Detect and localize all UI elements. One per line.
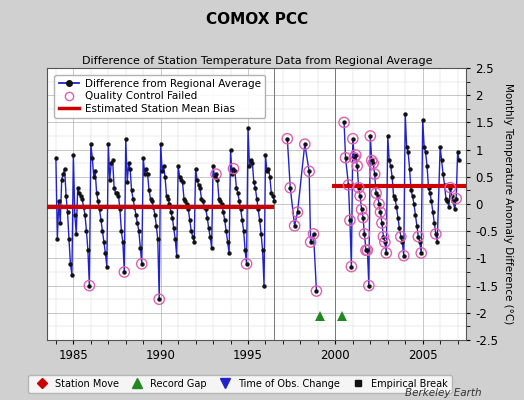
Point xyxy=(350,154,358,161)
Point xyxy=(347,263,356,270)
Text: Berkeley Earth: Berkeley Earth xyxy=(406,388,482,398)
Legend: Station Move, Record Gap, Time of Obs. Change, Empirical Break: Station Move, Record Gap, Time of Obs. C… xyxy=(28,375,452,392)
Title: Difference of Station Temperature Data from Regional Average: Difference of Station Temperature Data f… xyxy=(82,56,432,66)
Point xyxy=(414,234,422,240)
Point xyxy=(365,282,373,289)
Point xyxy=(361,231,369,237)
Point xyxy=(120,269,128,275)
Point xyxy=(432,231,440,237)
Text: COMOX PCC: COMOX PCC xyxy=(206,12,308,27)
Point xyxy=(375,201,383,207)
Y-axis label: Monthly Temperature Anomaly Difference (°C): Monthly Temperature Anomaly Difference (… xyxy=(503,83,512,325)
Point xyxy=(452,195,461,202)
Point xyxy=(290,222,299,229)
Point xyxy=(417,250,425,256)
Point xyxy=(85,282,94,289)
Point xyxy=(359,214,367,221)
Point xyxy=(446,184,454,191)
Point xyxy=(312,288,321,294)
Point xyxy=(155,296,163,302)
Point xyxy=(366,133,375,139)
Point xyxy=(352,152,360,158)
Point xyxy=(309,231,318,237)
Point xyxy=(230,166,238,172)
Point xyxy=(367,157,376,164)
Point xyxy=(356,193,364,199)
Point xyxy=(363,247,372,254)
Point xyxy=(372,190,380,196)
Point xyxy=(348,136,357,142)
Point xyxy=(212,171,220,177)
Point xyxy=(378,220,386,226)
Point xyxy=(346,217,354,224)
Point xyxy=(293,209,302,215)
Point xyxy=(380,239,389,245)
Point xyxy=(397,234,405,240)
Point xyxy=(243,261,251,267)
Point xyxy=(382,250,390,256)
Point xyxy=(369,160,377,166)
Point xyxy=(301,141,309,147)
Point xyxy=(400,252,408,259)
Point xyxy=(286,184,294,191)
Point xyxy=(283,136,291,142)
Point xyxy=(357,206,366,213)
Point xyxy=(138,261,146,267)
Point xyxy=(353,163,362,169)
Point xyxy=(344,182,353,188)
Point xyxy=(379,234,388,240)
Point xyxy=(340,119,348,126)
Point xyxy=(370,171,379,177)
Point xyxy=(307,239,315,245)
Point xyxy=(305,168,313,174)
Point xyxy=(341,154,350,161)
Point xyxy=(354,184,363,191)
Point xyxy=(376,209,385,215)
Point xyxy=(362,247,370,254)
